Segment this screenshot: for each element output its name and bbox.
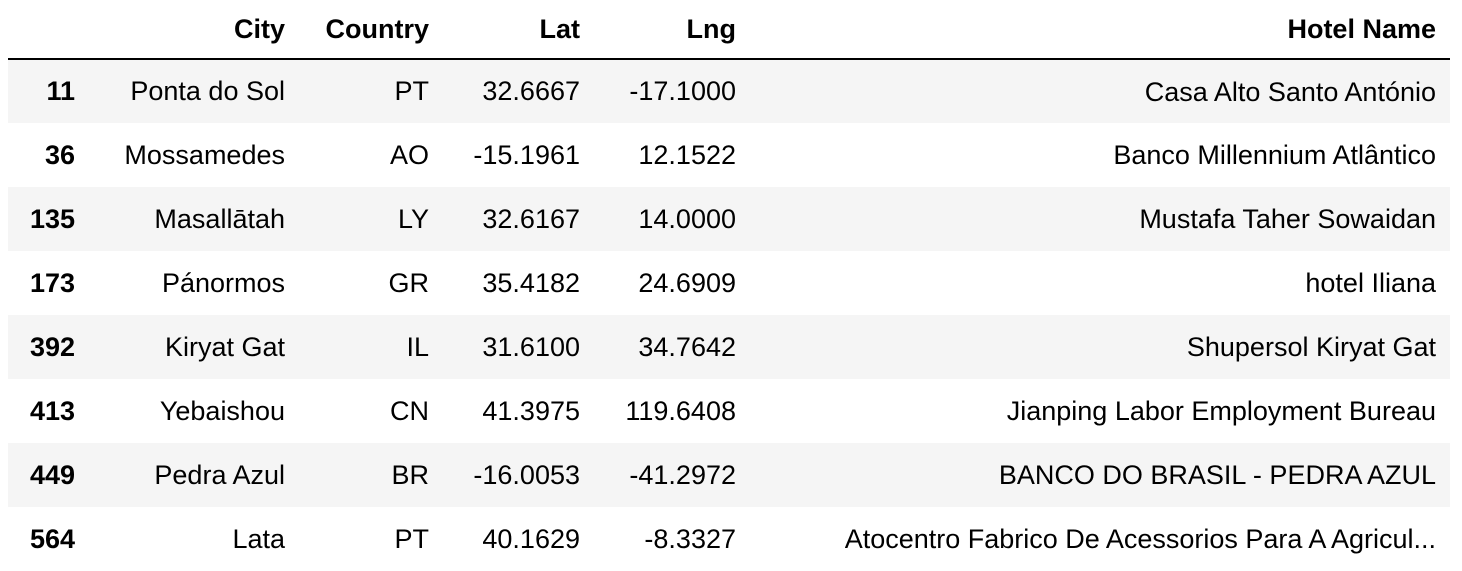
header-lat: Lat (443, 0, 594, 60)
table-row: 392 Kiryat Gat IL 31.6100 34.7642 Shupersol K… (8, 315, 1450, 379)
cell-city: Pánormos (161, 267, 285, 298)
table-row: 449 Pedra Azul BR -16.0053 -41.2972 BANCO DO … (8, 443, 1450, 507)
cell-country: AO (389, 139, 429, 170)
dataframe-output: City Country Lat Lng Hotel Name 11 Ponta … (8, 0, 1450, 571)
header-city: City (89, 0, 299, 60)
cell-lat: 40.1629 (482, 523, 580, 554)
cell-country: GR (388, 267, 430, 298)
table-header: City Country Lat Lng Hotel Name (8, 0, 1450, 60)
cell-hotel-name: Banco Millennium Atlântico (750, 123, 1450, 187)
cell-lng: -8.3327 (644, 523, 736, 554)
cell-lat: 41.3975 (482, 395, 580, 426)
table-row: 11 Ponta do Sol PT 32.6667 -17.1000 Casa Alto… (8, 59, 1450, 123)
hotel-dataframe-table: City Country Lat Lng Hotel Name 11 Ponta … (8, 0, 1450, 571)
row-index: 449 (29, 459, 75, 490)
table-row: 564 Lata PT 40.1629 -8.3327 Atocentro Fabrico… (8, 507, 1450, 571)
row-index: 173 (29, 267, 75, 298)
hotel-name-text: Mustafa Taher Sowaidan (1139, 204, 1436, 235)
cell-city: Mossamedes (124, 139, 285, 170)
cell-lng: -41.2972 (629, 459, 736, 490)
hotel-name-text: Jianping Labor Employment Bureau (1006, 396, 1436, 427)
table-row: 135 Masallātah LY 32.6167 14.0000 Mustafa Tah… (8, 187, 1450, 251)
hotel-name-text: Casa Alto Santo António (1144, 76, 1436, 107)
cell-lng: 14.0000 (638, 203, 736, 234)
cell-country: PT (394, 76, 429, 106)
header-index (8, 0, 89, 60)
cell-lng: 12.1522 (638, 139, 736, 170)
header-row: City Country Lat Lng Hotel Name (8, 0, 1450, 60)
cell-hotel-name: hotel Iliana (750, 251, 1450, 315)
row-index: 564 (29, 523, 75, 554)
cell-city: Ponta do Sol (130, 76, 285, 106)
cell-hotel-name: Mustafa Taher Sowaidan (750, 187, 1450, 251)
hotel-name-text: BANCO DO BRASIL - PEDRA AZUL (998, 460, 1436, 491)
cell-hotel-name: Shupersol Kiryat Gat (750, 315, 1450, 379)
table-row: 173 Pánormos GR 35.4182 24.6909 hotel Iliana (8, 251, 1450, 315)
hotel-name-text: Atocentro Fabrico De Acessorios Para A A… (844, 524, 1436, 555)
cell-hotel-name: Jianping Labor Employment Bureau (750, 379, 1450, 443)
cell-country: PT (394, 523, 429, 554)
cell-country: LY (397, 203, 429, 234)
cell-city: Masallātah (154, 203, 285, 234)
cell-lat: -15.1961 (473, 139, 580, 170)
cell-lat: 32.6667 (482, 76, 580, 106)
header-lng: Lng (594, 0, 750, 60)
table-body: 11 Ponta do Sol PT 32.6667 -17.1000 Casa Alto… (8, 59, 1450, 571)
hotel-name-text: Banco Millennium Atlântico (1113, 140, 1436, 171)
cell-city: Yebaishou (159, 395, 285, 426)
table-row: 36 Mossamedes AO -15.1961 12.1522 Banco Mille… (8, 123, 1450, 187)
cell-lng: 24.6909 (638, 267, 736, 298)
header-country: Country (299, 0, 443, 60)
cell-country: BR (391, 459, 429, 490)
row-index: 413 (29, 395, 75, 426)
cell-country: CN (390, 395, 429, 426)
cell-lng: -17.1000 (629, 76, 736, 106)
header-hotel-name: Hotel Name (750, 0, 1450, 60)
cell-city: Kiryat Gat (164, 331, 285, 362)
cell-lat: 31.6100 (482, 331, 580, 362)
cell-lat: 32.6167 (482, 203, 580, 234)
cell-lat: 35.4182 (482, 267, 580, 298)
cell-lng: 119.6408 (625, 395, 736, 426)
cell-lat: -16.0053 (473, 459, 580, 490)
cell-city: Pedra Azul (154, 459, 285, 490)
cell-hotel-name: Atocentro Fabrico De Acessorios Para A A… (750, 507, 1450, 571)
cell-country: IL (406, 331, 429, 362)
row-index: 36 (44, 139, 75, 170)
cell-hotel-name: BANCO DO BRASIL - PEDRA AZUL (750, 443, 1450, 507)
cell-city: Lata (232, 523, 285, 554)
hotel-name-text: hotel Iliana (1305, 268, 1436, 299)
table-row: 413 Yebaishou CN 41.3975 119.6408 Jianping La… (8, 379, 1450, 443)
row-index: 11 (46, 76, 75, 106)
cell-hotel-name: Casa Alto Santo António (750, 59, 1450, 123)
row-index: 392 (29, 331, 75, 362)
hotel-name-text: Shupersol Kiryat Gat (1186, 332, 1436, 363)
cell-lng: 34.7642 (638, 331, 736, 362)
row-index: 135 (29, 203, 75, 234)
